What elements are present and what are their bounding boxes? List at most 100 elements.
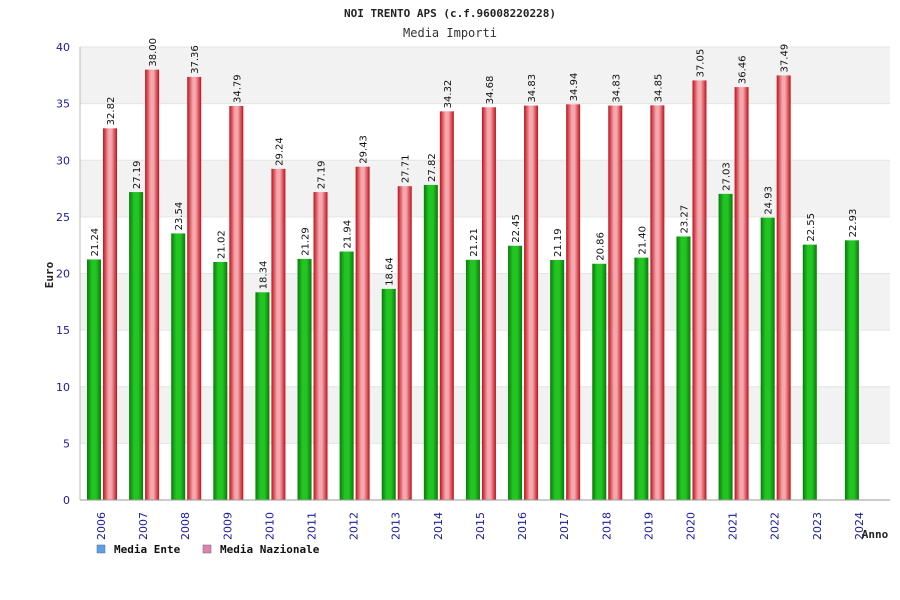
x-tick-label: 2019 <box>642 512 655 540</box>
value-label-media-nazionale: 34.83 <box>527 74 538 103</box>
bar-media-nazionale <box>397 186 412 500</box>
bar-media-nazionale <box>524 105 539 501</box>
value-label-media-ente: 21.19 <box>553 228 564 257</box>
value-label-media-ente: 27.03 <box>722 162 733 191</box>
x-tick-label: 2009 <box>221 512 234 540</box>
bar-media-ente <box>255 292 270 500</box>
x-tick-label: 2008 <box>179 512 192 540</box>
y-axis-label: Euro <box>43 261 56 288</box>
y-tick-label: 40 <box>56 41 70 54</box>
value-label-media-ente: 21.24 <box>90 228 101 257</box>
bar-media-nazionale <box>439 111 454 501</box>
bar-media-nazionale <box>566 104 581 500</box>
legend-swatch-nazionale <box>202 544 212 554</box>
x-tick-label: 2012 <box>348 512 361 540</box>
legend-swatch-ente <box>96 544 106 554</box>
value-label-media-nazionale: 32.82 <box>106 97 117 126</box>
x-tick-label: 2015 <box>474 512 487 540</box>
bar-media-nazionale <box>145 69 160 501</box>
grid-band <box>80 47 890 104</box>
value-label-media-ente: 23.54 <box>174 202 185 231</box>
x-tick-label: 2010 <box>263 512 276 540</box>
x-tick-label: 2020 <box>684 512 697 540</box>
value-label-media-ente: 18.34 <box>258 261 269 290</box>
value-label-media-ente: 21.21 <box>469 228 480 257</box>
bar-media-ente <box>676 236 691 500</box>
bar-media-ente <box>760 217 775 500</box>
value-label-media-ente: 21.02 <box>216 230 227 259</box>
x-tick-label: 2006 <box>95 512 108 540</box>
y-tick-label: 30 <box>56 154 70 167</box>
bar-media-ente <box>423 184 438 500</box>
value-label-media-ente: 22.55 <box>806 213 817 242</box>
value-label-media-nazionale: 27.19 <box>317 160 328 189</box>
value-label-media-nazionale: 38.00 <box>148 38 159 67</box>
value-label-media-ente: 18.64 <box>385 257 396 286</box>
x-tick-label: 2011 <box>306 512 319 540</box>
y-axis-ticks: 0 5 10 15 20 25 30 35 40 <box>56 41 70 507</box>
bar-media-nazionale <box>734 87 749 500</box>
x-tick-label: 2023 <box>811 512 824 540</box>
bar-media-nazionale <box>271 168 286 500</box>
value-label-media-ente: 27.19 <box>132 160 143 189</box>
bar-media-ente <box>592 263 607 500</box>
x-tick-label: 2024 <box>853 512 866 540</box>
x-tick-label: 2014 <box>432 512 445 540</box>
value-label-media-nazionale: 34.79 <box>232 74 243 103</box>
y-tick-label: 20 <box>56 268 70 281</box>
bar-media-nazionale <box>481 107 496 501</box>
y-tick-label: 0 <box>63 494 70 507</box>
x-tick-label: 2021 <box>727 512 740 540</box>
value-label-media-nazionale: 34.85 <box>653 74 664 103</box>
value-label-media-ente: 21.40 <box>637 226 648 255</box>
legend-label-nazionale: Media Nazionale <box>220 543 320 556</box>
value-label-media-ente: 20.86 <box>595 232 606 261</box>
value-label-media-nazionale: 36.46 <box>738 55 749 84</box>
bar-media-ente <box>634 257 649 500</box>
value-label-media-nazionale: 37.36 <box>190 45 201 74</box>
value-label-media-ente: 24.93 <box>764 186 775 215</box>
bar-media-ente <box>381 288 396 500</box>
y-tick-label: 5 <box>63 437 70 450</box>
value-label-media-ente: 27.82 <box>427 153 438 182</box>
bar-media-nazionale <box>313 192 328 501</box>
value-label-media-nazionale: 34.94 <box>569 73 580 102</box>
bars: 21.24 32.82 27.19 38.00 23.54 37.36 21.02 34.79… <box>87 38 859 501</box>
value-label-media-nazionale: 37.05 <box>695 49 706 78</box>
bar-media-nazionale <box>229 106 244 501</box>
bar-media-ente <box>87 259 101 500</box>
x-tick-label: 2017 <box>558 512 571 540</box>
bar-media-ente <box>844 240 859 500</box>
value-label-media-nazionale: 34.83 <box>611 74 622 103</box>
x-tick-label: 2013 <box>390 512 403 540</box>
bar-media-ente <box>339 251 354 500</box>
value-label-media-ente: 21.29 <box>301 227 312 256</box>
bar-media-ente <box>508 245 523 500</box>
bar-media-ente <box>129 192 144 501</box>
chart-subtitle: Media Importi <box>403 26 497 40</box>
bar-media-ente <box>213 261 228 500</box>
value-label-media-nazionale: 37.49 <box>780 44 791 73</box>
bar-media-nazionale <box>776 75 791 500</box>
bar-media-nazionale <box>187 76 202 500</box>
bar-media-ente <box>550 260 565 500</box>
x-tick-label: 2018 <box>600 512 613 540</box>
bar-media-nazionale <box>692 80 707 500</box>
bar-media-ente <box>465 259 480 500</box>
value-label-media-nazionale: 34.32 <box>443 80 454 109</box>
value-label-media-nazionale: 34.68 <box>485 76 496 105</box>
x-axis-label: Anno <box>862 528 889 541</box>
y-tick-label: 10 <box>56 381 70 394</box>
value-label-media-nazionale: 29.24 <box>274 137 285 166</box>
value-label-media-nazionale: 27.71 <box>401 155 412 184</box>
bar-media-ente <box>718 193 733 500</box>
legend-label-ente: Media Ente <box>114 543 181 556</box>
value-label-media-nazionale: 29.43 <box>359 135 370 164</box>
y-tick-label: 15 <box>56 324 70 337</box>
value-label-media-ente: 21.94 <box>343 220 354 249</box>
y-tick-label: 25 <box>56 211 70 224</box>
value-label-media-ente: 22.93 <box>848 209 859 238</box>
value-label-media-ente: 22.45 <box>511 214 522 243</box>
bar-media-ente <box>802 244 817 500</box>
